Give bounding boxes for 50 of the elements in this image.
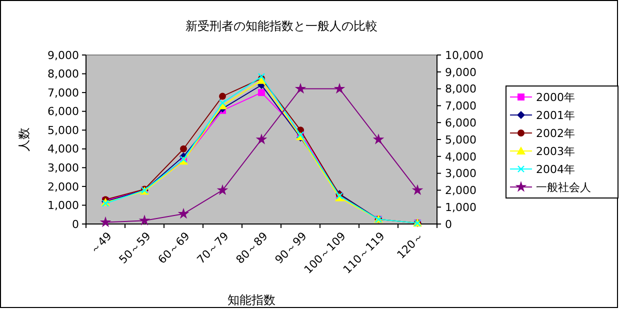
- y-tick-label: 5,000: [48, 124, 79, 137]
- y2-tick-label: 10,000: [445, 48, 484, 62]
- y2-tick-label: 2,000: [445, 184, 476, 198]
- point: [178, 208, 190, 219]
- y2-tick-label: 6,000: [445, 116, 476, 130]
- y-tick-label: 6,000: [48, 105, 79, 118]
- y-tick-label: 0: [72, 218, 79, 231]
- y-tick-label: 9,000: [48, 48, 79, 62]
- point: [372, 134, 384, 144]
- x-tick-label: 70～79: [194, 230, 232, 266]
- x-tick-label: 50～59: [116, 230, 154, 266]
- y2-tick-label: 4,000: [445, 150, 476, 164]
- point: [334, 82, 346, 94]
- y2-tick-label: 7,000: [445, 100, 476, 113]
- y-tick-label: 8,000: [48, 68, 79, 81]
- point: [412, 184, 424, 196]
- point: [100, 216, 112, 228]
- point: [258, 89, 265, 96]
- x-tick-label: 90～99: [272, 230, 310, 266]
- point: [180, 145, 187, 152]
- legend-label: 一般社会人: [536, 180, 591, 194]
- x-tick-label: 60～69: [156, 230, 192, 266]
- y2-tick-label: 3,000: [445, 167, 476, 180]
- x-tick-label: 120～: [394, 230, 426, 262]
- legend-label: 2000年: [536, 90, 575, 104]
- y-tick-label: 3,000: [48, 162, 79, 175]
- y-tick-label: 4,000: [48, 142, 79, 156]
- point: [294, 82, 306, 94]
- y-tick-label: 1,000: [48, 199, 79, 212]
- point: [138, 214, 150, 226]
- legend-label: 2001年: [536, 108, 575, 122]
- y2-tick-label: 8,000: [445, 82, 476, 96]
- x-tick-label: ～49: [87, 230, 114, 257]
- y2-tick-label: 0: [445, 218, 452, 231]
- y-tick-label: 2,000: [48, 180, 79, 194]
- chart-title: 新受刑者の知能指数と一般人の比較: [186, 19, 378, 33]
- y2-tick-label: 1,000: [445, 200, 476, 214]
- y2-tick-label: 9,000: [445, 66, 476, 79]
- point: [218, 99, 226, 106]
- legend-label: 2003年: [536, 144, 575, 158]
- point: [219, 92, 226, 100]
- y-tick-label: 7,000: [48, 86, 79, 100]
- point: [216, 184, 228, 196]
- legend-label: 2002年: [536, 126, 575, 140]
- y2-tick-label: 5,000: [445, 133, 476, 146]
- point: [256, 134, 268, 144]
- x-axis-title: 知能指数: [228, 293, 276, 307]
- y-axis-title: 人数: [17, 128, 31, 152]
- x-tick-label: 80～89: [234, 230, 270, 266]
- legend-label: 2004年: [536, 162, 575, 176]
